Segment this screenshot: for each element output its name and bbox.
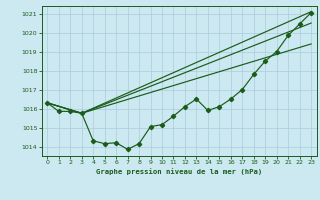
X-axis label: Graphe pression niveau de la mer (hPa): Graphe pression niveau de la mer (hPa) xyxy=(96,168,262,175)
